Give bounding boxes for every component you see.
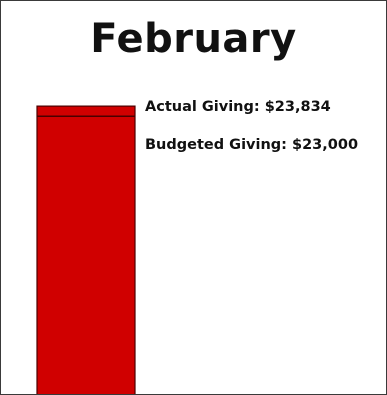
chart-title: February	[90, 16, 297, 62]
actual-giving-bar	[36, 105, 136, 394]
actual-giving-label: Actual Giving: $23,834	[145, 99, 331, 115]
budgeted-giving-label: Budgeted Giving: $23,000	[145, 137, 358, 153]
